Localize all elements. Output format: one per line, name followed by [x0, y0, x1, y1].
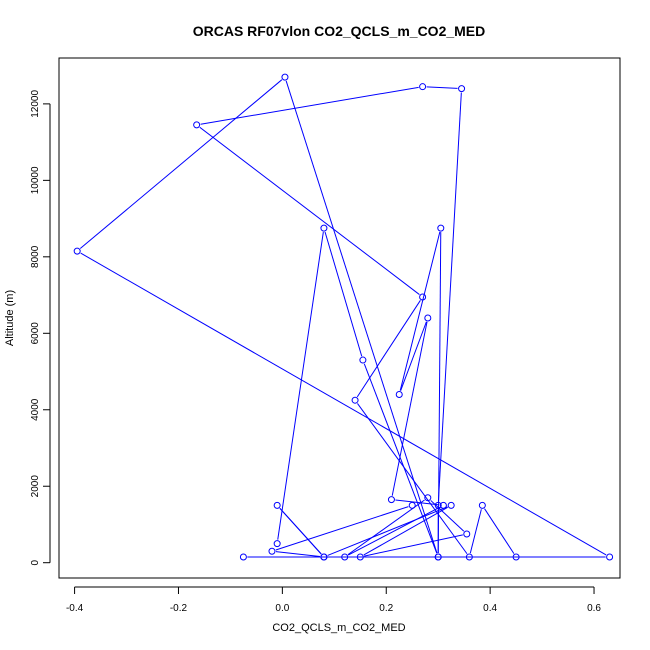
- y-tick-label: 10000: [30, 166, 41, 194]
- series-segment: [275, 551, 320, 558]
- data-point: [281, 73, 289, 81]
- x-tick-label: 0.0: [275, 603, 289, 614]
- x-tick-label: 0.6: [587, 603, 601, 614]
- x-axis: -0.4 -0.2 0.0 0.2 0.4 0.6: [66, 586, 601, 614]
- series-segment: [430, 500, 465, 532]
- data-point: [419, 83, 427, 91]
- series-layer: [73, 73, 614, 561]
- data-point: [424, 494, 432, 502]
- series-segment: [277, 232, 324, 540]
- data-point: [463, 530, 471, 538]
- series-segment: [279, 507, 322, 555]
- x-tick-label: 0.2: [379, 603, 393, 614]
- x-tick-label: -0.2: [170, 603, 188, 614]
- y-tick-label: 2000: [30, 475, 41, 498]
- data-point: [273, 540, 281, 548]
- x-axis-label: CO2_QCLS_m_CO2_MED: [272, 622, 405, 634]
- plot-area: [58, 57, 621, 579]
- y-tick-label: 8000: [30, 245, 41, 268]
- y-tick-label: 4000: [30, 398, 41, 421]
- series-segment: [363, 506, 448, 556]
- data-point: [356, 553, 364, 561]
- data-point: [268, 547, 276, 555]
- series-segment: [324, 231, 363, 357]
- data-point: [351, 396, 359, 404]
- series-segment: [200, 86, 419, 125]
- data-point: [458, 85, 466, 93]
- series-segment: [275, 506, 409, 551]
- series-segment: [347, 499, 425, 556]
- series-segment: [79, 79, 283, 249]
- chart-title: ORCAS RF07vlon CO2_QCLS_m_CO2_MED: [193, 23, 486, 39]
- y-axis: 0 2000 4000 6000 8000 10000 12000: [30, 90, 51, 565]
- series-segment: [357, 403, 468, 555]
- data-point: [341, 553, 349, 561]
- data-point: [437, 224, 445, 232]
- data-point: [419, 293, 427, 301]
- x-tick-label: 0.4: [483, 603, 497, 614]
- series-segment: [363, 363, 438, 554]
- data-point: [465, 553, 473, 561]
- data-point: [387, 496, 395, 504]
- x-tick-label: -0.4: [66, 603, 84, 614]
- data-point: [439, 501, 447, 509]
- data-point: [434, 553, 442, 561]
- data-point: [447, 501, 455, 509]
- data-point: [512, 553, 520, 561]
- data-point: [320, 224, 328, 232]
- series-segment: [484, 508, 515, 554]
- series-segment: [391, 321, 428, 496]
- series-segment: [395, 499, 440, 506]
- y-axis-label: Altitude (m): [4, 290, 16, 346]
- series-segment: [80, 252, 607, 556]
- data-point: [320, 553, 328, 561]
- series-segment: [437, 92, 462, 502]
- data-point: [408, 501, 416, 509]
- series-segment: [348, 506, 441, 556]
- data-point: [606, 553, 614, 561]
- data-point: [359, 356, 367, 364]
- y-tick-label: 0: [30, 559, 41, 565]
- series-segment: [426, 86, 458, 89]
- data-point: [424, 314, 432, 322]
- series-segment: [327, 506, 448, 556]
- data-point: [73, 247, 81, 255]
- data-point: [273, 501, 281, 509]
- series-segment: [400, 321, 427, 391]
- data-point: [395, 390, 403, 398]
- series-segment: [199, 126, 420, 295]
- data-point: [193, 121, 201, 129]
- series-segment: [399, 231, 441, 391]
- y-tick-label: 6000: [30, 322, 41, 345]
- series-segment: [364, 534, 463, 557]
- y-tick-label: 12000: [30, 90, 41, 118]
- series-segment: [437, 232, 442, 553]
- series-segment: [285, 80, 438, 554]
- data-point: [478, 501, 486, 509]
- plot-frame: [58, 57, 621, 579]
- data-point: [434, 501, 442, 509]
- series-segment: [356, 300, 421, 398]
- data-point: [239, 553, 247, 561]
- series-segment: [469, 509, 482, 554]
